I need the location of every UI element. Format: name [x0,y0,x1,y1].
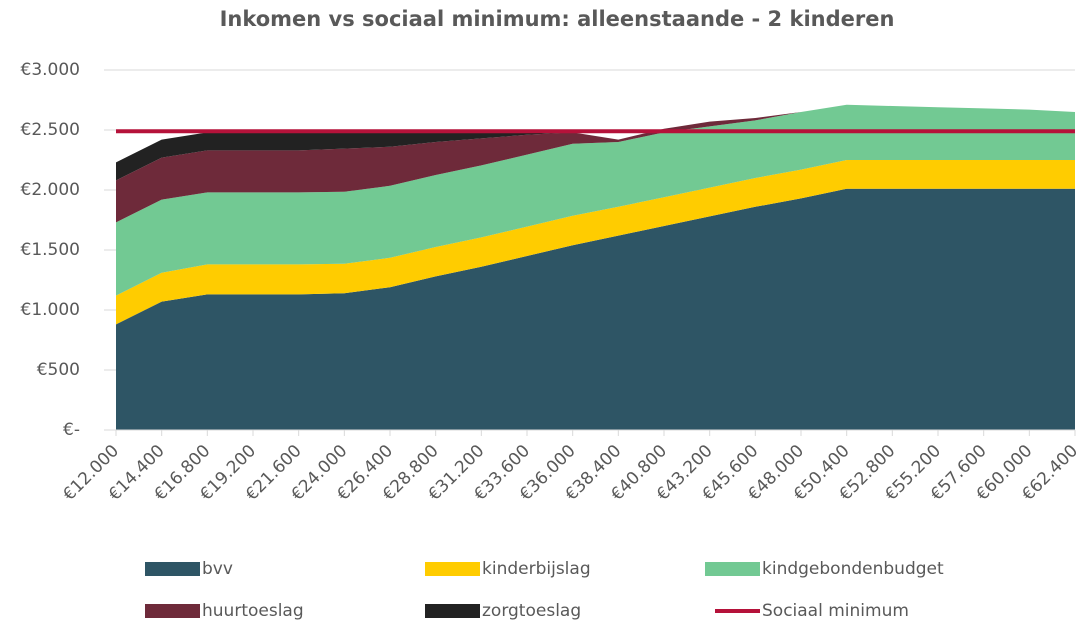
y-tick-label: €1.000 [21,300,80,320]
legend-label: kindgebondenbudget [762,559,944,579]
legend-swatch [145,562,200,576]
legend-swatch [705,562,760,576]
legend-swatch [425,604,480,618]
legend-label: bvv [202,559,233,579]
y-tick-label: €500 [37,360,80,380]
y-tick-label: €1.500 [21,240,80,260]
legend-label: kinderbijslag [482,559,591,579]
legend-swatch [145,604,200,618]
area [116,104,1075,223]
area [116,188,1075,430]
area [116,104,1075,296]
legend-label: huurtoeslag [202,601,304,621]
y-tick-label: €2.500 [21,120,80,140]
legend-label: zorgtoeslag [482,601,581,621]
y-tick-label: €2.000 [21,180,80,200]
area [116,160,1075,325]
chart-title: Inkomen vs sociaal minimum: alleenstaand… [220,7,895,31]
y-tick-label: €3.000 [21,60,80,80]
legend-label: Sociaal minimum [762,601,909,621]
legend-swatch [425,562,480,576]
y-tick-label: €- [63,420,80,440]
area [116,104,1075,181]
